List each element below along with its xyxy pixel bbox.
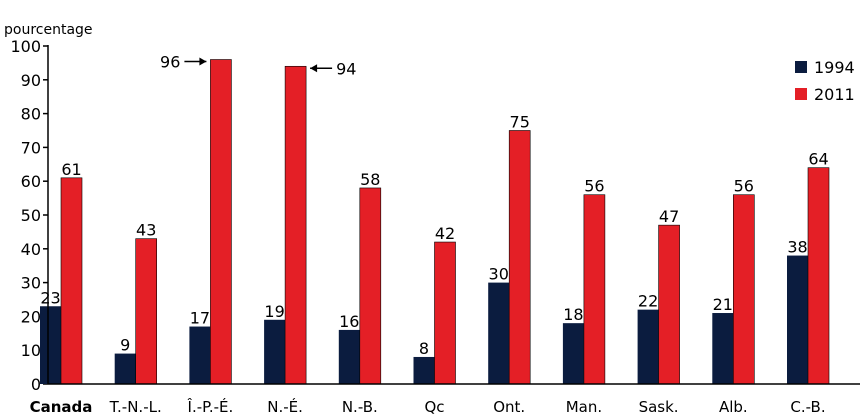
annotation-arrowhead	[199, 57, 207, 66]
data-label-2011: 75	[510, 113, 530, 132]
legend-label-2011: 2011	[814, 85, 855, 104]
data-label-1994: 17	[190, 309, 210, 328]
data-label-1994: 9	[120, 336, 130, 355]
category-label: Canada	[30, 398, 93, 416]
category-label: T.-N.-L.	[109, 398, 162, 416]
y-tick-label: 60	[21, 172, 41, 191]
data-label-1994: 22	[638, 292, 658, 311]
data-label-1994: 21	[713, 295, 733, 314]
category-labels: Canada T.-N.-L. Î.-P.-É. N.-É. N.-B. Qc Ont. Ma…	[30, 397, 826, 416]
bar-1994	[264, 319, 286, 384]
bar-1994	[712, 313, 734, 384]
data-label-1994: 19	[264, 302, 284, 321]
y-tick-label: 30	[21, 274, 41, 293]
y-axis-ticks: 0 10 20 30 40 50 60 70 80 90 100	[10, 37, 48, 394]
y-tick-label: 10	[21, 341, 41, 360]
data-label-1994: 30	[489, 265, 509, 284]
annotation-arrows: 96 94	[160, 53, 356, 79]
data-label-2011: 42	[435, 224, 455, 243]
data-label-1994: 18	[563, 305, 583, 324]
bar-1994	[413, 356, 435, 384]
category-label: Man.	[566, 398, 602, 416]
bar-1994	[338, 329, 360, 384]
data-label-2011: 64	[808, 150, 828, 169]
bar-1994	[637, 309, 659, 384]
y-tick-label: 0	[31, 375, 41, 394]
bars	[40, 59, 830, 385]
legend-swatch-1994	[795, 61, 807, 73]
data-label-2011: 58	[360, 170, 380, 189]
legend-swatch-2011	[795, 88, 807, 100]
category-label: Sask.	[639, 398, 679, 416]
bar-2011	[508, 130, 531, 385]
category-label: N.-B.	[342, 398, 378, 416]
data-label-1994: 23	[40, 288, 60, 307]
bar-2011	[434, 241, 456, 385]
bar-2011	[583, 194, 606, 385]
bar-1994	[562, 323, 584, 384]
data-label-2011: 61	[61, 160, 81, 179]
legend: 1994 2011	[795, 58, 855, 104]
data-label-2011: 56	[584, 177, 604, 196]
bar-1994	[189, 326, 211, 384]
data-label-2011: 43	[136, 221, 156, 240]
legend-label-1994: 1994	[814, 58, 855, 77]
y-tick-label: 40	[21, 240, 41, 259]
annotation-arrowhead	[310, 64, 318, 73]
data-label-2011: 94	[336, 59, 356, 78]
category-label: C.-B.	[790, 398, 825, 416]
y-tick-label: 70	[21, 138, 41, 157]
category-label: Qc	[424, 398, 444, 416]
category-label: Alb.	[719, 398, 748, 416]
bar-2011	[210, 59, 232, 385]
bar-2011	[284, 65, 307, 385]
bar-1994	[488, 282, 510, 384]
bar-2011	[135, 238, 157, 385]
bar-2011	[60, 177, 83, 385]
bar-1994	[114, 353, 136, 384]
data-label-2011: 96	[160, 53, 180, 72]
data-label-1994: 8	[419, 339, 429, 358]
data-label-1994: 38	[787, 238, 807, 257]
data-label-2011: 47	[659, 207, 679, 226]
data-labels: 23 61 9 43 17 19 16 58 8 42 30 75 18 56 22 47 21 56 38 64	[40, 113, 828, 358]
bar-1994	[787, 255, 808, 384]
y-tick-label: 80	[21, 105, 41, 124]
data-label-1994: 16	[339, 312, 359, 331]
bar-1994	[40, 306, 61, 384]
data-label-2011: 56	[734, 177, 754, 196]
y-tick-label: 90	[21, 71, 41, 90]
y-tick-label: 100	[10, 37, 41, 56]
category-label: N.-É.	[267, 397, 303, 416]
category-label: Ont.	[493, 398, 525, 416]
bar-2011	[807, 167, 830, 385]
bar-2011	[658, 224, 680, 385]
bar-2011	[732, 194, 755, 385]
y-tick-label: 50	[21, 206, 41, 225]
category-label: Î.-P.-É.	[187, 397, 234, 416]
y-tick-label: 20	[21, 307, 41, 326]
y-axis-label: pourcentage	[4, 22, 93, 38]
bar-2011	[359, 187, 382, 385]
